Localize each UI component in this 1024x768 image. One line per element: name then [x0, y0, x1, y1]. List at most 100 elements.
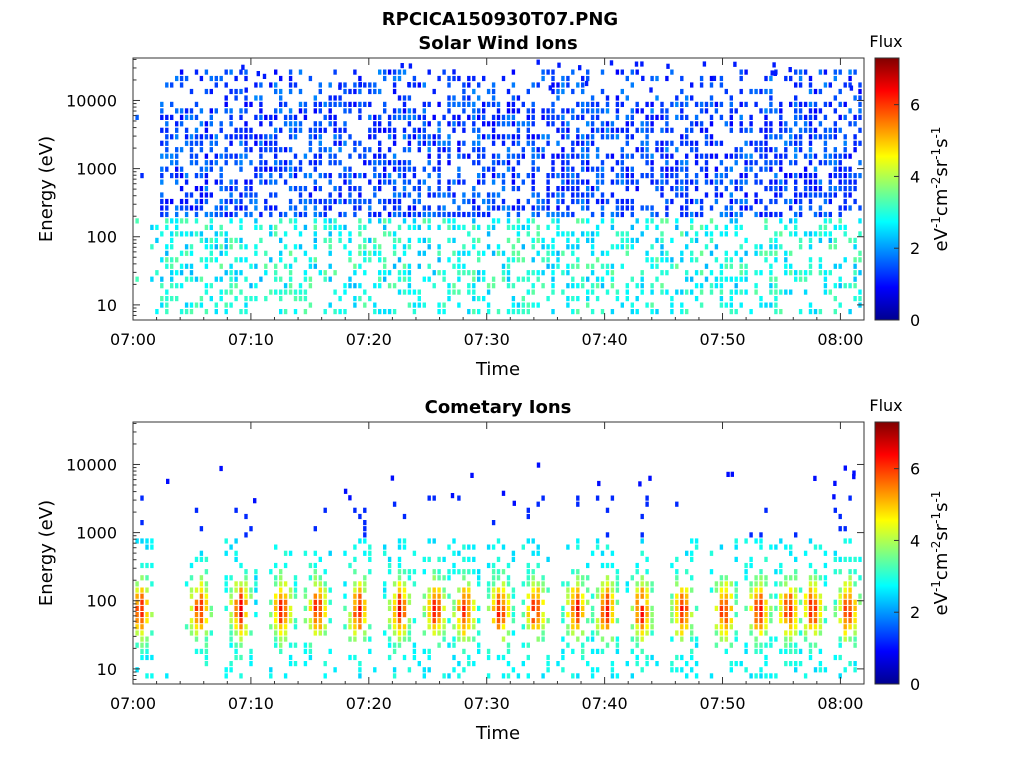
flux-cell — [269, 173, 273, 179]
flux-cell — [219, 231, 223, 237]
flux-cell — [833, 186, 837, 192]
flux-cell — [576, 538, 580, 544]
flux-cell — [442, 69, 446, 75]
flux-cell — [769, 593, 773, 599]
flux-cell — [328, 231, 332, 237]
flux-cell — [293, 257, 298, 263]
flux-cell — [779, 618, 783, 624]
flux-cell — [630, 309, 634, 315]
flux-cell — [650, 624, 654, 630]
flux-cell — [590, 605, 595, 611]
flux-cell — [789, 173, 793, 179]
flux-cell — [690, 179, 694, 185]
flux-cell — [685, 186, 689, 192]
flux-cell — [808, 153, 813, 159]
flux-cell — [432, 114, 436, 120]
panel-title: Solar Wind Ions — [418, 33, 577, 54]
flux-cell — [397, 276, 402, 282]
flux-cell — [650, 289, 654, 295]
flux-cell — [179, 114, 184, 120]
flux-cell — [467, 654, 471, 661]
flux-cell — [422, 673, 426, 679]
flux-cell — [506, 237, 511, 243]
flux-cell — [318, 593, 322, 599]
flux-cell — [501, 186, 506, 192]
flux-cell — [417, 114, 421, 120]
flux-cell — [848, 179, 852, 185]
flux-cell — [595, 283, 600, 289]
flux-cell — [467, 211, 471, 218]
flux-cell — [175, 270, 179, 276]
flux-cell — [685, 276, 689, 282]
flux-cell — [486, 224, 491, 230]
flux-cell — [264, 160, 268, 166]
flux-cell — [353, 263, 357, 269]
flux-cell — [333, 198, 337, 205]
flux-cell — [363, 538, 367, 544]
flux-cell — [724, 605, 728, 611]
flux-cell — [605, 624, 610, 630]
flux-cell — [204, 198, 209, 205]
x-tick-label: 07:50 — [699, 330, 745, 349]
flux-cell — [719, 114, 724, 120]
flux-cell — [368, 237, 372, 243]
flux-cell — [690, 127, 694, 133]
flux-cell — [838, 160, 842, 166]
flux-cell — [789, 160, 793, 166]
flux-cell — [368, 544, 372, 550]
flux-cell — [690, 636, 694, 642]
flux-cell — [358, 140, 362, 146]
flux-cell — [224, 575, 228, 581]
flux-cell — [610, 224, 615, 230]
flux-cell — [832, 494, 836, 500]
flux-cell — [244, 205, 248, 211]
flux-cell — [259, 147, 263, 153]
flux-cell — [244, 140, 248, 146]
flux-cell — [600, 88, 605, 95]
flux-cell — [759, 642, 763, 648]
flux-cell — [283, 211, 288, 218]
flux-cell — [274, 140, 278, 146]
flux-cell — [353, 198, 357, 205]
flux-cell — [779, 593, 783, 599]
flux-cell — [254, 263, 258, 269]
flux-cell — [214, 276, 218, 282]
flux-cell — [338, 231, 342, 237]
flux-cell — [818, 575, 823, 581]
flux-cell — [472, 276, 476, 282]
flux-cell — [313, 95, 317, 101]
flux-cell — [848, 587, 852, 593]
flux-cell — [486, 654, 491, 661]
flux-cell — [779, 211, 783, 218]
flux-cell — [808, 205, 813, 211]
flux-cell — [774, 173, 778, 179]
flux-cell — [561, 179, 565, 185]
flux-cell — [714, 605, 719, 611]
flux-cell — [546, 224, 550, 230]
flux-cell — [798, 244, 803, 250]
flux-cell — [794, 587, 798, 593]
flux-cell — [447, 121, 451, 127]
flux-cell — [571, 108, 575, 114]
flux-cell — [397, 160, 402, 166]
flux-cell — [769, 179, 773, 185]
flux-cell — [586, 562, 590, 569]
flux-cell — [714, 101, 719, 107]
flux-cell — [179, 186, 184, 192]
flux-cell — [561, 250, 565, 256]
flux-cell — [690, 147, 694, 153]
flux-cell — [690, 121, 694, 127]
flux-cell — [576, 605, 580, 611]
flux-cell — [477, 160, 481, 166]
flux-cell — [313, 569, 317, 575]
flux-cell — [318, 612, 322, 618]
flux-cell — [536, 618, 540, 624]
flux-cell — [274, 562, 278, 569]
flux-cell — [447, 593, 451, 599]
flux-cell — [219, 205, 223, 211]
flux-cell — [462, 667, 466, 673]
flux-cell — [165, 302, 169, 308]
flux-cell — [368, 648, 372, 654]
flux-cell — [308, 654, 313, 661]
flux-cell — [536, 82, 540, 88]
